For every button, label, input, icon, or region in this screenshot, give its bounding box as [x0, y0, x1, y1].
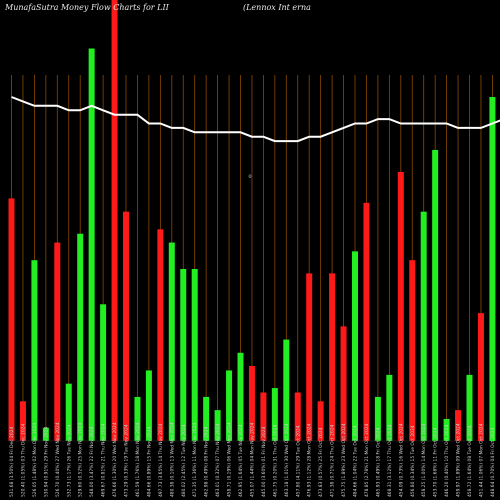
x-tick-label: 484.66 (0.89%) 15 Fri Nov 2024: [146, 427, 152, 497]
bar: [88, 48, 95, 441]
bar: [271, 388, 278, 441]
x-tick-label: 526.70 (0.40%) 27 Wed Nov 2024: [55, 422, 61, 497]
x-tick-label: 445.00 (3.60%) 01 Fri Nov 2024: [261, 427, 267, 497]
chart-title-company: (Lennox Int erna: [243, 3, 311, 12]
x-tick-label: 476.93 (1.12%) 28 Mon Oct 2024: [307, 423, 313, 497]
x-tick-label: 548.00 (3.47%) 22 Fri Nov 2024: [89, 427, 95, 497]
bar: [317, 401, 324, 441]
x-tick-label: 476.66 (1.30%) 20 Wed Nov 2024: [112, 422, 118, 497]
x-tick-label: 455.07 (1.44%) 04 Mon Nov 2024: [249, 422, 255, 497]
bar: [237, 352, 244, 441]
bar: [283, 339, 290, 441]
x-tick-label: 462.95 (1.64%) 05 Tue Nov 2024: [238, 424, 244, 497]
bar: [100, 304, 107, 441]
x-tick-label: 453.70 (1.68%) 11 Fri Oct 2024: [433, 427, 439, 497]
bar: [180, 269, 187, 441]
bar: [294, 392, 301, 441]
x-tick-label: 448.64 (0.70%) 04 Fri Oct 2024: [490, 427, 496, 497]
x-tick-label: 526.05 (1.48%) 02 Mon Dec 2024: [32, 423, 38, 497]
bar: [260, 392, 267, 441]
bar: [329, 273, 336, 441]
bar: [477, 313, 484, 441]
money-flow-line: [11, 96, 500, 143]
chart-title: MunafaSutra Money Flow Charts for LII: [5, 3, 169, 12]
x-tick-label: 530.94 (0.91%) 29 Fri Nov 2024: [43, 427, 49, 497]
bar: [8, 198, 15, 441]
bar: [489, 97, 496, 442]
bar: [455, 410, 462, 441]
bar: [31, 260, 38, 441]
x-tick-label: 457.80 (4.11%) 29 Tue Oct 2024: [295, 425, 301, 497]
bar: [340, 326, 347, 441]
zero-label: 0: [248, 174, 251, 180]
bar: [226, 370, 233, 441]
x-tick-label: 471.35 (1.36%) 11 Mon Nov 2024: [192, 422, 198, 497]
x-tick-label: 531.68 (3.50%) 04 Fri Dec 2024: [9, 427, 15, 497]
bar: [19, 401, 26, 441]
bar: [123, 211, 129, 441]
bar: [306, 273, 313, 441]
bar: [420, 211, 427, 441]
x-tick-label: 497.73 (3.65%) 14 Thu Nov 2024: [158, 424, 164, 497]
x-tick-label: 463.01 (0.32%) 07 Thu Nov 2024: [215, 424, 221, 497]
x-tick-label: 454.09 (0.73%) 16 Wed Oct 2024: [398, 423, 404, 497]
x-tick-label: 468.31 (3.12%) 17 Thu Oct 2024: [387, 424, 393, 497]
x-tick-label: 480.38 (0.10%) 13 Wed Nov 2024: [169, 422, 175, 497]
bars: [8, 0, 496, 442]
bar: [386, 374, 393, 441]
x-tick-label: 462.98 (0.49%) 08 Fri Nov 2024: [204, 427, 210, 497]
bar: [168, 242, 175, 441]
bar: [203, 396, 210, 441]
bar: [77, 233, 84, 441]
x-tick-label: 459.97 (1.89%) 09 Wed Oct 2024: [456, 423, 462, 497]
x-tick-label: 473.29 (0.33%) 19 Tue Nov 2024: [124, 424, 130, 497]
bar: [191, 269, 198, 441]
x-tick-label: 484.66 (1.04%) 22 Tue Oct 2024: [353, 425, 359, 497]
x-tick-label: 461.59 (1.76%) 18 Mon Nov 2024: [135, 422, 141, 497]
bar: [397, 171, 404, 442]
bar: [409, 260, 416, 441]
bar: [65, 383, 72, 441]
x-tick-label: 451.44 (1.06%) 07 Mon Oct 2024: [478, 423, 484, 497]
x-tick-label: 469.67 (0.81%) 21 Thu Nov 2024: [101, 424, 107, 497]
x-tick-label: 458.25 (1.00%) 14 Mon Oct 2024: [421, 423, 427, 497]
bar: [363, 202, 370, 441]
x-tick-label: 478.85 (2.78%) 21 Mon Oct 2024: [364, 423, 370, 497]
bar: [352, 251, 358, 441]
bar: [145, 370, 152, 441]
bar: [111, 0, 118, 441]
x-tick-label: 458.72 (1.64%) 08 Tue Oct 2024: [467, 425, 473, 497]
x-tick-label: 465.93 (0.49%) 18 Fri Oct 2024: [375, 427, 381, 497]
x-tick-label: 471.38 (0.71%) 24 Thu Oct 2024: [330, 424, 336, 497]
bar: [134, 396, 141, 441]
x-tick-label: 458.71 (0.19%) 06 Wed Nov 2024: [227, 422, 233, 497]
x-tick-label: 480.02 (2.45%) 12 Tue Nov 2024: [181, 424, 187, 497]
bar: [248, 366, 255, 441]
bar: [54, 242, 61, 441]
bar: [432, 149, 439, 441]
x-tick-label: 461.75 (0.20%) 31 Thu Oct 2024: [272, 424, 278, 497]
x-tick-label: 446.20 (0.40%) 10 Thu Oct 2024: [444, 424, 450, 497]
x-tick-label: 463.18 (1.01%) 30 Wed Oct 2024: [284, 423, 290, 497]
bar: [443, 418, 450, 441]
bar: [374, 396, 381, 441]
x-tick-labels: 531.68 (3.50%) 04 Fri Dec 2024 520.40 (1.…: [9, 422, 496, 497]
bar: [42, 427, 49, 441]
x-tick-label: 520.40 (1.05%) 03 Thu Dec 2024: [20, 424, 26, 497]
x-tick-label: 456.80 (0.34%) 15 Tue Oct 2024: [410, 425, 416, 497]
x-tick-label: 475.75 (1.89%) 23 Wed Oct 2024: [341, 423, 347, 497]
bar: [466, 374, 473, 441]
x-tick-label: 532.73 (1.17%) 26 Tue Nov 2024: [66, 424, 72, 497]
x-tick-label: 529.60 (0.52%) 25 Mon Nov 2024: [78, 422, 84, 497]
bar: [157, 229, 164, 441]
x-tick-label: 473.83 (0.57%) 25 Fri Oct 2024: [318, 427, 324, 497]
bar: [214, 410, 221, 441]
